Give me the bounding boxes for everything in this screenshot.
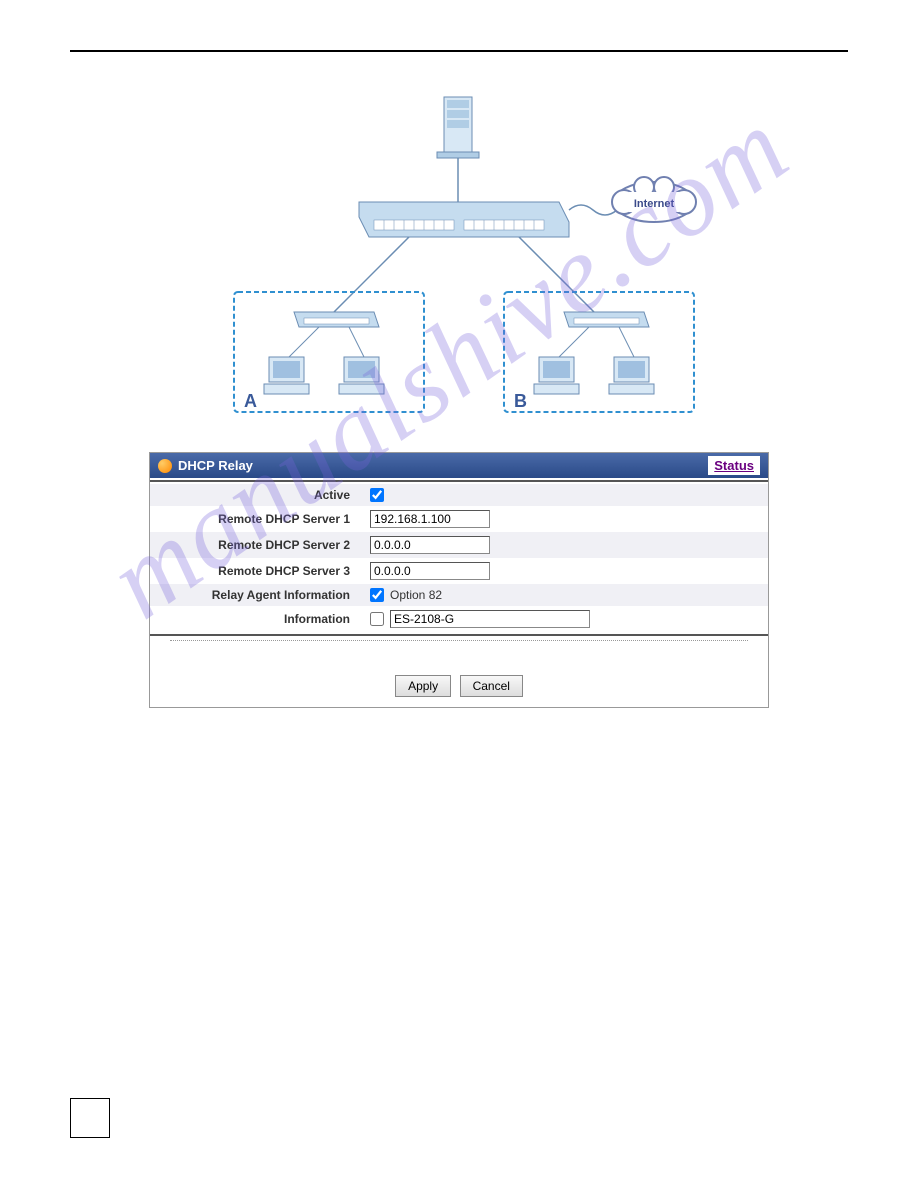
label-active: Active [170, 488, 370, 502]
footer-box [70, 1098, 110, 1138]
row-server1: Remote DHCP Server 1 [150, 506, 768, 532]
internet-label: Internet [634, 198, 675, 210]
rule-mid [150, 634, 768, 636]
switch-b-icon [564, 312, 649, 327]
label-information: Information [170, 612, 370, 626]
panel-header: DHCP Relay Status [150, 453, 768, 478]
row-server3: Remote DHCP Server 3 [150, 558, 768, 584]
internet-link [569, 205, 617, 215]
input-information[interactable] [390, 610, 590, 628]
subnet-b-box [504, 292, 694, 412]
label-server2: Remote DHCP Server 2 [170, 538, 370, 552]
form-body: Active Remote DHCP Server 1 Remote DHCP … [150, 480, 768, 707]
apply-button[interactable]: Apply [395, 675, 451, 697]
pc-b2-icon [609, 357, 654, 394]
cancel-button[interactable]: Cancel [460, 675, 523, 697]
document-page: manualshive.com [0, 0, 918, 1188]
checkbox-active[interactable] [370, 488, 384, 502]
header-dot-icon [158, 459, 172, 473]
server-icon [437, 97, 479, 158]
dhcp-panel-container: DHCP Relay Status Active Remote DHCP Ser… [70, 452, 848, 708]
pc-a2-icon [339, 357, 384, 394]
label-server1: Remote DHCP Server 1 [170, 512, 370, 526]
pc-a1-icon [264, 357, 309, 394]
network-diagram: Internet A [209, 92, 709, 432]
label-relay-agent: Relay Agent Information [170, 588, 370, 602]
internet-cloud-icon: Internet [612, 177, 696, 222]
label-server3: Remote DHCP Server 3 [170, 564, 370, 578]
network-diagram-container: Internet A [70, 92, 848, 432]
input-server1[interactable] [370, 510, 490, 528]
subnet-b-label: B [514, 391, 527, 411]
input-server2[interactable] [370, 536, 490, 554]
row-relay-agent: Relay Agent Information Option 82 [150, 584, 768, 606]
input-server3[interactable] [370, 562, 490, 580]
subnet-a-box [234, 292, 424, 412]
page-footer [70, 1098, 110, 1138]
main-switch-icon [359, 202, 569, 237]
row-active: Active [150, 484, 768, 506]
switch-a-icon [294, 312, 379, 327]
header-rule [70, 50, 848, 52]
rule-light [170, 640, 748, 641]
dhcp-relay-panel: DHCP Relay Status Active Remote DHCP Ser… [149, 452, 769, 708]
button-row: Apply Cancel [150, 645, 768, 707]
rule-top [150, 480, 768, 482]
pc-b1-icon [534, 357, 579, 394]
panel-title: DHCP Relay [178, 458, 253, 473]
row-information: Information [150, 606, 768, 632]
checkbox-information[interactable] [370, 612, 384, 626]
text-option82: Option 82 [390, 588, 442, 602]
subnet-a-label: A [244, 391, 257, 411]
checkbox-relay-agent[interactable] [370, 588, 384, 602]
status-link[interactable]: Status [708, 456, 760, 475]
row-server2: Remote DHCP Server 2 [150, 532, 768, 558]
